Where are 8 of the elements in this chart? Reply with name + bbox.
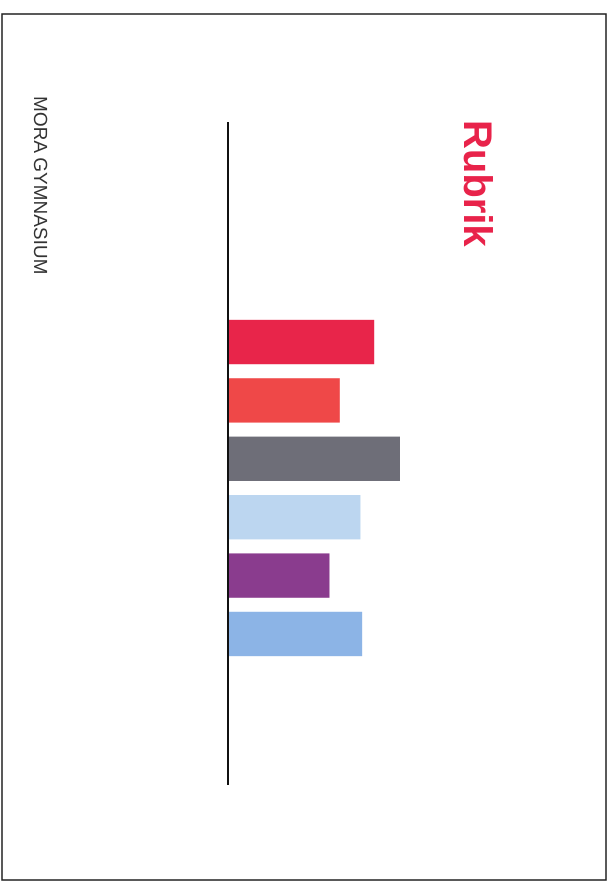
bar [228, 320, 374, 364]
text: MORA GYMNASIUM [29, 96, 50, 274]
bar [228, 612, 362, 656]
bar [228, 378, 340, 423]
bar [228, 436, 400, 481]
bar [228, 553, 330, 598]
chart-title: Rubrik [455, 120, 499, 248]
bar [228, 495, 360, 540]
